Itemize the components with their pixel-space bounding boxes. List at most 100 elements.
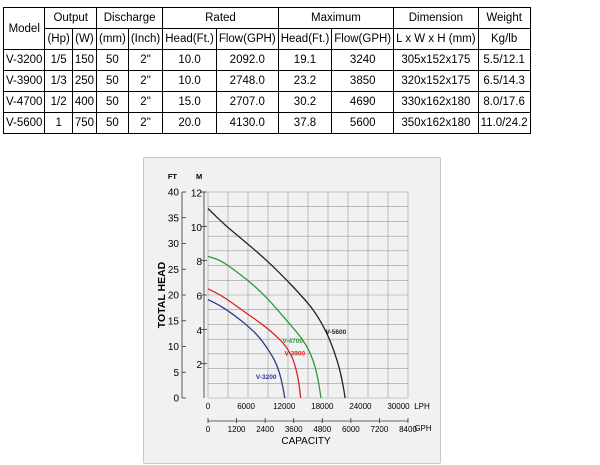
pump-spec-table: Model Output Discharge Rated Maximum Dim…: [2, 7, 531, 134]
table-cell: 11.0/24.2: [477, 112, 531, 134]
x-tick-label-lph: 12000: [273, 402, 296, 411]
table-cell: 2": [127, 49, 164, 71]
curve-v-3200: [207, 299, 286, 399]
header-rated: Rated: [162, 7, 279, 29]
sub-header-mm: (mm): [96, 28, 129, 50]
x-tick-label-lph: 30000: [387, 402, 410, 411]
y-tick-label-ft: 30: [168, 239, 180, 250]
table-cell: 15.0: [162, 91, 217, 113]
y-tick-label-ft: 5: [173, 368, 179, 379]
header-dimension: Dimension: [393, 7, 479, 29]
header-weight: Weight: [477, 7, 531, 29]
header-model: Model: [2, 7, 46, 50]
x-unit-gph-label: GPH: [414, 424, 432, 433]
y-tick-label-m: 10: [191, 223, 203, 234]
table-cell: 4130.0: [215, 112, 279, 134]
x-tick-label-lph: 0: [206, 402, 211, 411]
y-tick-label-ft: 20: [168, 291, 180, 302]
table-cell: 750: [71, 112, 98, 134]
sub-header-max-head: Head(Ft.): [277, 28, 333, 50]
x-axis-label: CAPACITY: [281, 436, 331, 447]
table-cell: 150: [71, 49, 98, 71]
table-cell: 50: [96, 49, 129, 71]
table-cell: 2707.0: [215, 91, 279, 113]
table-cell: 6.5/14.3: [477, 70, 531, 92]
y-tick-label-ft: 10: [168, 342, 180, 353]
table-row: V-5600 1 750 50 2" 20.0 4130.0 37.8 5600…: [2, 112, 531, 134]
table-row: V-3900 1/3 250 50 2" 10.0 2748.0 23.2 38…: [2, 70, 531, 92]
table-cell: V-3900: [2, 70, 46, 92]
y-unit-m-label: M: [196, 172, 202, 181]
x-tick-label-gph: 1200: [228, 425, 246, 434]
x-tick-label-gph: 2400: [256, 425, 274, 434]
sub-header-inch: (Inch): [127, 28, 164, 50]
header-discharge: Discharge: [96, 7, 164, 29]
table-cell: 10.0: [162, 70, 217, 92]
table-cell: 5600: [331, 112, 395, 134]
table-cell: 330x162x180: [393, 91, 479, 113]
sub-header-hp: (Hp): [44, 28, 73, 50]
sub-header-weight: Kg/lb: [477, 28, 531, 50]
y-tick-label-ft: 15: [168, 316, 180, 327]
table-cell: 320x152x175: [393, 70, 479, 92]
table-cell: 250: [71, 70, 98, 92]
x-tick-label-gph: 6000: [342, 425, 360, 434]
y-tick-label-m: 6: [196, 292, 202, 303]
table-cell: V-3200: [2, 49, 46, 71]
sub-header-w: (W): [71, 28, 98, 50]
y-tick-label-ft: 25: [168, 265, 180, 276]
curve-v-5600: [207, 208, 346, 399]
x-tick-label-gph: 8400: [399, 425, 417, 434]
series-label-v-4700: V-4700: [282, 338, 303, 345]
x-tick-label-gph: 7200: [371, 425, 389, 434]
table-cell: 1/2: [44, 91, 73, 113]
table-row: V-3200 1/5 150 50 2" 10.0 2092.0 19.1 32…: [2, 49, 531, 71]
x-tick-label-lph: 18000: [311, 402, 334, 411]
pump-curve-chart-panel: V-3200 V-3900 V-4700 V-5600 0 5 10 15 20 25 30 35 4…: [143, 157, 441, 464]
table-cell: V-4700: [2, 91, 46, 113]
table-cell: 305x152x175: [393, 49, 479, 71]
y-axis-label: TOTAL HEAD: [156, 261, 168, 328]
x-unit-lph-label: LPH: [414, 402, 430, 411]
table-cell: 3240: [331, 49, 395, 71]
table-cell: 2": [127, 91, 164, 113]
sub-header-rated-flow: Flow(GPH): [215, 28, 279, 50]
sub-header-row: (Hp) (W) (mm) (Inch) Head(Ft.) Flow(GPH)…: [4, 28, 531, 50]
curve-v-4700: [207, 255, 322, 399]
table-cell: 1/3: [44, 70, 73, 92]
sub-header-max-flow: Flow(GPH): [331, 28, 395, 50]
y-tick-label-m: 4: [196, 326, 202, 337]
x-tick-label-gph: 4800: [313, 425, 331, 434]
x-tick-label-gph: 0: [206, 425, 211, 434]
y-tick-label-ft: 35: [168, 213, 180, 224]
series-label-v-3900: V-3900: [285, 351, 306, 358]
table-cell: V-5600: [2, 112, 46, 134]
sub-header-dimension: L x W x H (mm): [393, 28, 479, 50]
table-cell: 50: [96, 91, 129, 113]
table-cell: 8.0/17.6: [477, 91, 531, 113]
curve-v-3900: [207, 288, 302, 399]
y-tick-label-m: 2: [196, 360, 202, 371]
table-cell: 10.0: [162, 49, 217, 71]
table-cell: 4690: [331, 91, 395, 113]
x-tick-label-lph: 24000: [349, 402, 372, 411]
table-cell: 2": [127, 112, 164, 134]
table-cell: 19.1: [277, 49, 333, 71]
table-row: V-4700 1/2 400 50 2" 15.0 2707.0 30.2 46…: [2, 91, 531, 113]
y-tick-label-ft: 0: [173, 394, 179, 405]
table-cell: 1: [44, 112, 73, 134]
series-label-v-5600: V-5600: [326, 329, 347, 336]
header-output: Output: [44, 7, 98, 29]
chart-grid: [207, 191, 409, 399]
table-cell: 1/5: [44, 49, 73, 71]
table-cell: 50: [96, 112, 129, 134]
sub-header-rated-head: Head(Ft.): [162, 28, 217, 50]
series-label-v-3200: V-3200: [256, 374, 277, 381]
chart-curves: V-3200 V-3900 V-4700 V-5600: [207, 208, 347, 399]
y-tick-label-m: 8: [196, 257, 202, 268]
table-cell: 20.0: [162, 112, 217, 134]
table-cell: 2092.0: [215, 49, 279, 71]
table-cell: 3850: [331, 70, 395, 92]
